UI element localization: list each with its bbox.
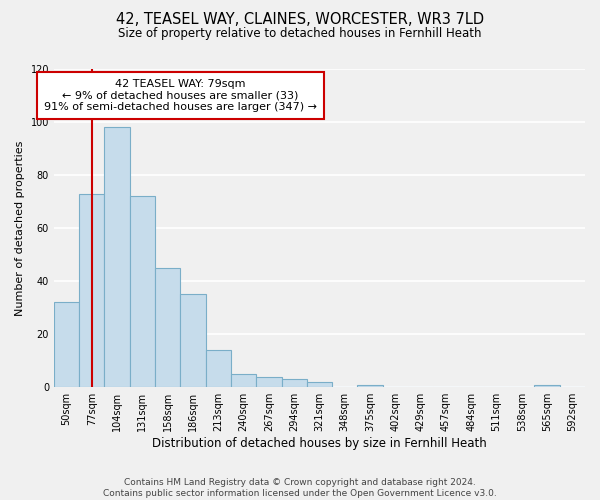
- Bar: [54, 302, 79, 387]
- Bar: [256, 376, 281, 387]
- Bar: [307, 382, 332, 387]
- Text: Contains HM Land Registry data © Crown copyright and database right 2024.
Contai: Contains HM Land Registry data © Crown c…: [103, 478, 497, 498]
- Text: 42 TEASEL WAY: 79sqm
← 9% of detached houses are smaller (33)
91% of semi-detach: 42 TEASEL WAY: 79sqm ← 9% of detached ho…: [44, 79, 317, 112]
- Bar: [155, 268, 181, 387]
- Text: 42, TEASEL WAY, CLAINES, WORCESTER, WR3 7LD: 42, TEASEL WAY, CLAINES, WORCESTER, WR3 …: [116, 12, 484, 28]
- Bar: [79, 194, 104, 387]
- Bar: [231, 374, 256, 387]
- Bar: [358, 384, 383, 387]
- Bar: [206, 350, 231, 387]
- Bar: [130, 196, 155, 387]
- Bar: [181, 294, 206, 387]
- Text: Size of property relative to detached houses in Fernhill Heath: Size of property relative to detached ho…: [118, 28, 482, 40]
- Bar: [281, 380, 307, 387]
- Bar: [104, 128, 130, 387]
- Y-axis label: Number of detached properties: Number of detached properties: [15, 140, 25, 316]
- Bar: [535, 384, 560, 387]
- X-axis label: Distribution of detached houses by size in Fernhill Heath: Distribution of detached houses by size …: [152, 437, 487, 450]
